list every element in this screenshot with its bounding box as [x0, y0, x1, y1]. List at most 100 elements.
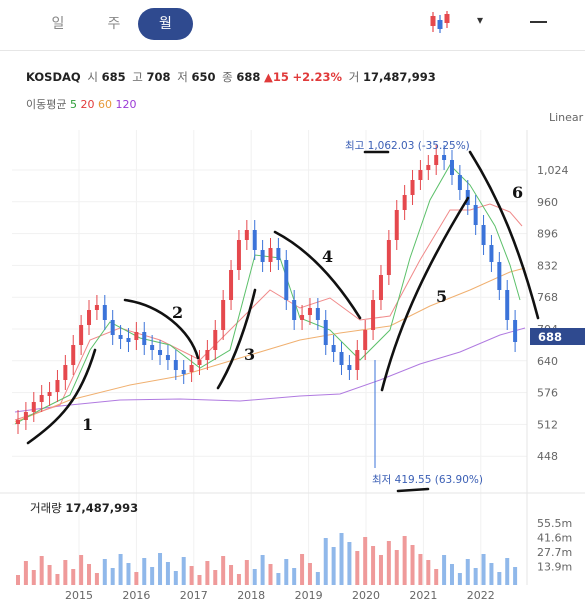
symbol: KOSDAQ: [26, 70, 81, 84]
candle-body: [205, 350, 210, 360]
volume-bar: [118, 554, 123, 585]
open-value: 685: [101, 70, 126, 84]
annotation-number: 1: [82, 415, 93, 434]
high-marker: 최고 1,062.03 (-35.25%): [345, 140, 470, 152]
candle-body: [94, 305, 99, 310]
price-tick: 960: [537, 196, 558, 209]
volume-bar: [71, 569, 76, 585]
volume-bar: [402, 536, 407, 585]
year-tick: 2021: [409, 589, 437, 602]
candle-body: [339, 352, 344, 365]
year-tick: 2019: [295, 589, 323, 602]
candle-body: [39, 395, 44, 402]
volume-bar: [426, 560, 431, 585]
candle-body: [292, 300, 297, 320]
volume-panel-title: 거래량 17,487,993: [30, 500, 138, 516]
candlestick-icon[interactable]: [428, 10, 454, 38]
volume-bar: [173, 571, 178, 585]
ma-20-line: [14, 203, 523, 421]
candle-body: [213, 330, 218, 350]
candle-body: [497, 262, 502, 290]
tab-monthly[interactable]: 월: [138, 8, 193, 40]
volume-bar: [284, 559, 289, 585]
annotation-number: 2: [172, 303, 183, 322]
candle-body: [150, 345, 155, 350]
volume-bar: [134, 572, 139, 585]
close-label: 종: [222, 70, 233, 84]
volume-bar: [102, 559, 107, 585]
annotation-number: 4: [322, 247, 333, 266]
candle-body: [355, 350, 360, 370]
candle-body: [449, 160, 454, 175]
candle-body: [158, 350, 163, 355]
minus-icon[interactable]: [530, 21, 547, 23]
scale-mode[interactable]: Linear: [549, 111, 584, 124]
volume-bar: [442, 555, 447, 585]
volume-bar: [473, 568, 478, 585]
candle-body: [252, 230, 257, 250]
change-value: ▲15: [264, 70, 289, 84]
chevron-down-icon[interactable]: ▾: [477, 13, 484, 27]
ma-60-line: [14, 267, 526, 423]
candle-body: [323, 320, 328, 345]
volume-bar: [205, 561, 210, 585]
volume-bar: [229, 565, 234, 585]
volume-bar: [489, 563, 494, 585]
candle-body: [442, 155, 447, 160]
candle-body: [110, 320, 115, 335]
volume-bar: [386, 541, 391, 585]
volume-bar: [244, 560, 249, 585]
tab-weekly[interactable]: 주: [107, 16, 121, 32]
volume-bar: [292, 568, 297, 585]
current-price-tag: [530, 328, 585, 345]
candle-body: [363, 330, 368, 350]
price-tick: 512: [537, 418, 558, 431]
candle-body: [260, 250, 265, 262]
volume-bar: [268, 564, 273, 585]
candle-body: [197, 360, 202, 365]
volume-bar: [150, 567, 155, 585]
volume-bar: [339, 533, 344, 585]
volume-bar: [236, 574, 241, 585]
annotation-number: 3: [244, 345, 255, 364]
volume-label: 거: [348, 70, 360, 84]
volume-tick: 13.9m: [537, 561, 572, 574]
candle-body: [434, 155, 439, 165]
volume-bar: [457, 573, 462, 585]
candle-body: [47, 392, 52, 396]
volume-bar: [307, 563, 312, 585]
candle-body: [315, 308, 320, 320]
volume-bar: [449, 564, 454, 585]
candle-body: [229, 270, 234, 300]
volume-value: 17,487,993: [363, 70, 436, 84]
volume-bar: [315, 572, 320, 585]
volume-bar: [410, 545, 415, 585]
candle-body: [386, 240, 391, 275]
volume-bar: [331, 547, 336, 585]
moving-average-legend: 이동평균 5 20 60 120: [26, 96, 136, 112]
candle-body: [489, 245, 494, 262]
price-summary: KOSDAQ 시 685 고 708 저 650 종 688 ▲15 +2.23…: [26, 69, 436, 85]
volume-bar: [23, 561, 28, 585]
candle-body: [513, 320, 518, 342]
current-price-text: 688: [538, 330, 562, 344]
volume-bar: [87, 564, 92, 585]
candle-body: [244, 230, 249, 240]
ma-60: 60: [97, 98, 112, 111]
candle-body: [276, 248, 281, 260]
annotation-number: 5: [436, 287, 447, 306]
tab-daily[interactable]: 일: [51, 16, 65, 32]
candle-body: [181, 370, 186, 374]
candle-body: [300, 315, 305, 320]
volume-bar: [300, 554, 305, 585]
price-tick: 576: [537, 387, 558, 400]
price-tick: 768: [537, 291, 558, 304]
volume-bar: [63, 560, 68, 585]
open-label: 시: [87, 70, 98, 84]
candle-body: [410, 180, 415, 195]
candle-body: [284, 260, 289, 300]
volume-bar: [197, 575, 202, 585]
candle-body: [55, 380, 60, 392]
volume-bar: [165, 562, 170, 585]
handwritten-annotations: [26, 150, 540, 493]
